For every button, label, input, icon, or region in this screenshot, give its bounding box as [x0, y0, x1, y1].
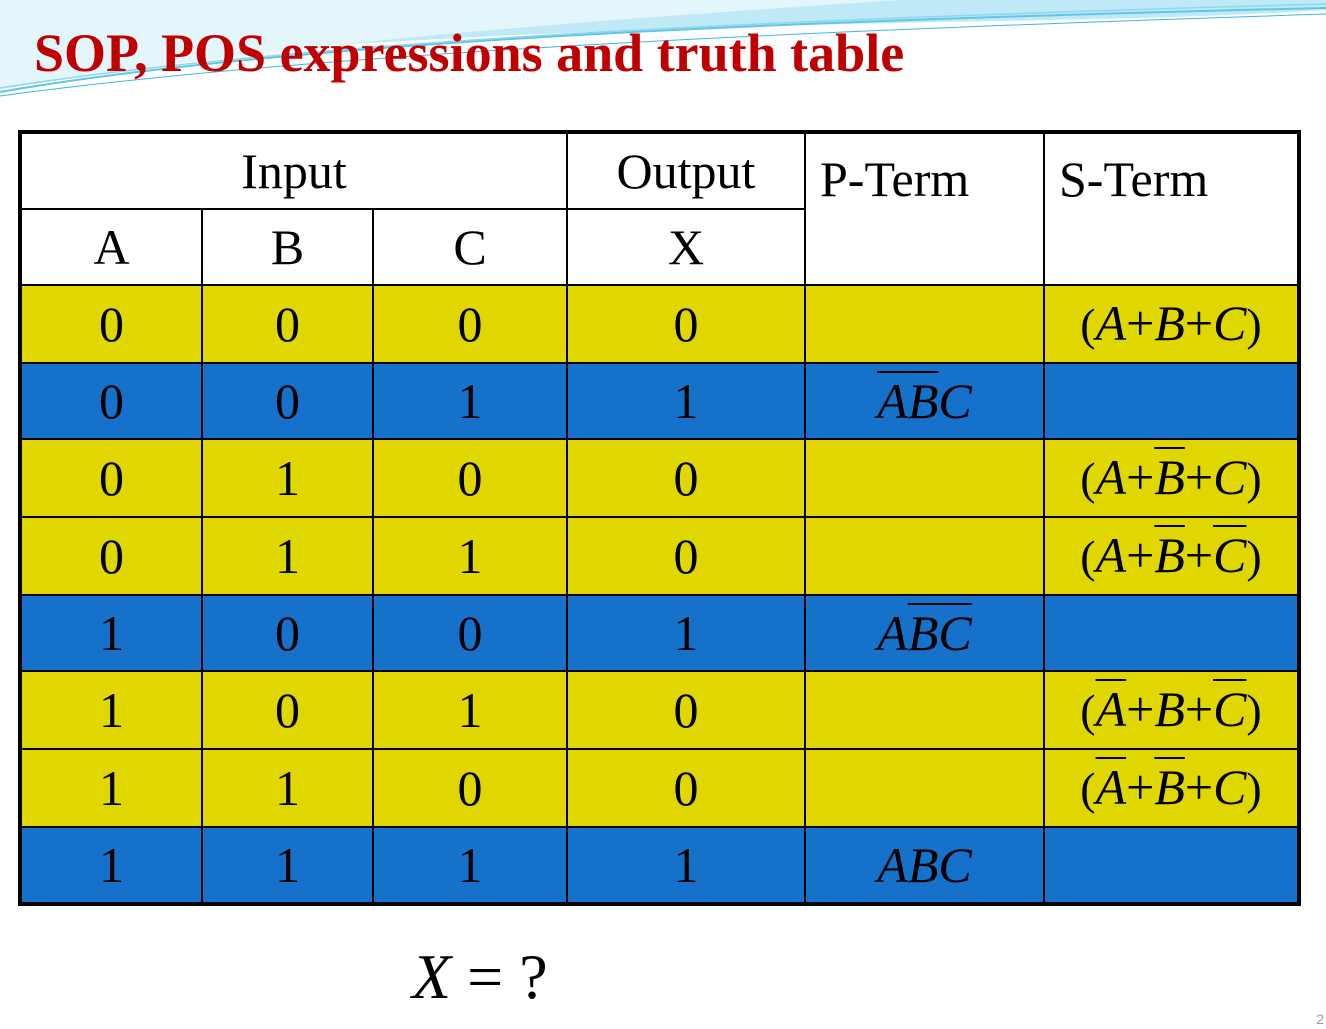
literal: C [1213, 527, 1247, 583]
literal: A [877, 605, 908, 661]
cell-b: 0 [201, 594, 374, 672]
literal: C [938, 837, 972, 893]
column-header-c: C [372, 208, 568, 286]
table-row: 0 1 1 0 (A+B+C) [19, 516, 1300, 596]
s-term-cell [1043, 362, 1300, 440]
cell-a: 1 [19, 826, 203, 905]
table-row: 1 1 1 1 ABC [19, 826, 1300, 905]
cell-a: 0 [19, 284, 203, 364]
table-row: 0 0 0 0 (A+B+C) [19, 284, 1300, 364]
literal: B [907, 373, 939, 429]
literal: A [1095, 681, 1127, 737]
literal: A [877, 373, 908, 429]
literal: B [1154, 449, 1185, 505]
cell-a: 0 [19, 438, 203, 518]
p-term-cell: ABC [804, 594, 1045, 672]
literal: A [1095, 759, 1127, 815]
cell-a: 1 [19, 748, 203, 828]
s-term-cell: (A+B+C) [1043, 670, 1300, 750]
column-header-x: X [566, 208, 806, 286]
literal: C [938, 605, 972, 661]
s-term-header: S-Term [1043, 131, 1300, 286]
cell-c: 1 [372, 362, 568, 440]
literal: A [1095, 527, 1127, 583]
formula-variable: X [412, 941, 452, 1012]
cell-b: 0 [201, 284, 374, 364]
literal: C [1213, 681, 1247, 737]
table-row: 0 0 1 1 ABC [19, 362, 1300, 440]
literal: A [1095, 449, 1127, 505]
literal: B [907, 605, 939, 661]
cell-x: 1 [566, 362, 806, 440]
literal: B [907, 837, 939, 893]
cell-x: 0 [566, 516, 806, 596]
cell-c: 0 [372, 438, 568, 518]
truth-table: Input Output P-Term S-Term A B C X 0 0 0 0(… [18, 130, 1301, 906]
literal: A [1095, 295, 1127, 351]
literal: B [1154, 295, 1185, 351]
cell-b: 1 [201, 826, 374, 905]
cell-x: 1 [566, 594, 806, 672]
cell-b: 1 [201, 748, 374, 828]
cell-a: 1 [19, 594, 203, 672]
cell-x: 0 [566, 670, 806, 750]
s-term-cell: (A+B+C) [1043, 284, 1300, 364]
s-term-cell: (A+B+C) [1043, 516, 1300, 596]
cell-c: 0 [372, 284, 568, 364]
cell-b: 0 [201, 362, 374, 440]
cell-b: 1 [201, 516, 374, 596]
cell-b: 0 [201, 670, 374, 750]
input-group-header: Input [19, 131, 568, 210]
p-term-cell: ABC [804, 362, 1045, 440]
p-term-cell [804, 748, 1045, 828]
s-term-cell [1043, 826, 1300, 905]
cell-c: 1 [372, 670, 568, 750]
formula-rhs: ? [519, 941, 548, 1012]
cell-x: 0 [566, 284, 806, 364]
sop-formula: X = ? [412, 940, 548, 1014]
literal: C [1213, 295, 1247, 351]
cell-x: 0 [566, 438, 806, 518]
table-row: 1 0 0 1 ABC [19, 594, 1300, 672]
p-term-cell [804, 438, 1045, 518]
literal: C [1213, 449, 1247, 505]
literal: B [1154, 759, 1185, 815]
cell-x: 0 [566, 748, 806, 828]
group-header-row: Input Output P-Term S-Term [19, 131, 1300, 286]
column-header-a: A [19, 208, 203, 286]
cell-c: 0 [372, 748, 568, 828]
cell-a: 0 [19, 362, 203, 440]
formula-equals: = [467, 941, 504, 1012]
table-row: 0 1 0 0 (A+B+C) [19, 438, 1300, 518]
header-wave-decoration [0, 0, 1326, 97]
p-term-cell: ABC [804, 826, 1045, 905]
literal: C [938, 373, 972, 429]
s-term-cell: (A+B+C) [1043, 438, 1300, 518]
cell-a: 0 [19, 516, 203, 596]
table-row: 1 1 0 0 (A+B+C) [19, 748, 1300, 828]
literal: B [1154, 681, 1185, 737]
table-row: 1 0 1 0 (A+B+C) [19, 670, 1300, 750]
slide-title: SOP, POS expressions and truth table [34, 23, 905, 83]
literal: B [1154, 527, 1185, 583]
p-term-cell [804, 516, 1045, 596]
page-number: 2 [1316, 1011, 1324, 1027]
p-term-cell [804, 670, 1045, 750]
literal: A [877, 837, 908, 893]
cell-c: 0 [372, 594, 568, 672]
cell-b: 1 [201, 438, 374, 518]
p-term-cell [804, 284, 1045, 364]
column-header-row: A B C X [19, 208, 1299, 286]
s-term-cell: (A+B+C) [1043, 748, 1300, 828]
cell-a: 1 [19, 670, 203, 750]
s-term-cell [1043, 594, 1300, 672]
cell-c: 1 [372, 516, 568, 596]
cell-x: 1 [566, 826, 806, 905]
literal: C [1213, 759, 1247, 815]
output-group-header: Output [566, 131, 806, 210]
p-term-header: P-Term [804, 131, 1045, 286]
column-header-b: B [201, 208, 374, 286]
cell-c: 1 [372, 826, 568, 905]
